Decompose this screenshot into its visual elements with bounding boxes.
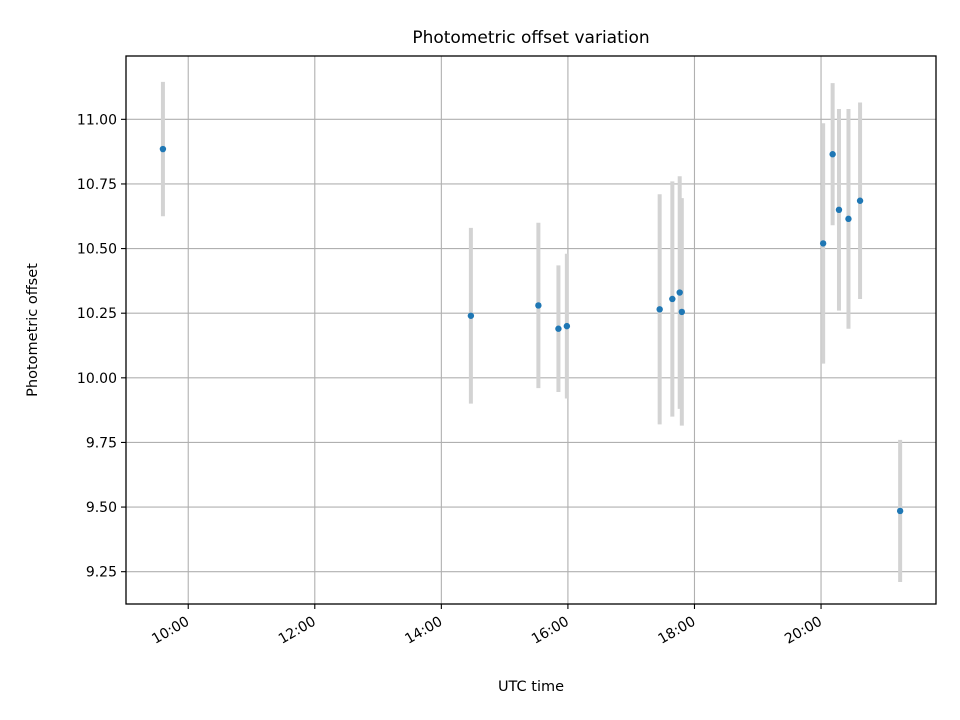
y-tick-label: 10.00: [77, 371, 117, 387]
data-point: [669, 295, 676, 303]
y-axis-label: Photometric offset: [25, 263, 41, 397]
y-tick-label: 9.50: [86, 500, 117, 516]
data-point: [656, 306, 663, 313]
data-point: [535, 302, 542, 309]
y-tick-label: 9.75: [86, 435, 117, 451]
x-tick-label: 12:00: [276, 614, 319, 648]
data-point: [678, 308, 686, 316]
data-point: [856, 197, 864, 204]
data-point: [835, 206, 843, 214]
data-point: [159, 145, 167, 153]
y-tick-label: 9.25: [86, 565, 117, 581]
x-tick-label: 14:00: [402, 614, 445, 648]
x-tick-label: 10:00: [149, 614, 192, 648]
data-point: [676, 289, 683, 296]
chart-title: Photometric offset variation: [412, 28, 649, 48]
x-tick-label: 18:00: [656, 614, 699, 648]
x-axis-label: UTC time: [498, 679, 564, 695]
x-tick-label: 16:00: [529, 614, 572, 648]
data-point: [563, 322, 571, 330]
data-points: [159, 145, 904, 515]
x-axis-ticks: 10:00 12:00 14:00 16:00 18:00 20:00: [149, 604, 825, 648]
grid: [126, 56, 936, 604]
y-axis-ticks: 9.25 9.50 9.75 10.00 10.25 10.50 10.75 11.00: [77, 112, 126, 581]
data-point: [555, 325, 562, 332]
y-tick-label: 11.00: [77, 112, 117, 128]
y-tick-label: 10.50: [77, 242, 117, 258]
data-point: [829, 151, 836, 158]
data-point: [845, 215, 852, 223]
data-point: [896, 507, 904, 515]
x-tick-label: 20:00: [782, 614, 825, 648]
y-tick-label: 10.75: [77, 177, 117, 193]
plot-frame: [125, 55, 937, 605]
data-point: [819, 240, 827, 247]
data-point: [467, 312, 475, 319]
y-tick-label: 10.25: [77, 306, 117, 322]
